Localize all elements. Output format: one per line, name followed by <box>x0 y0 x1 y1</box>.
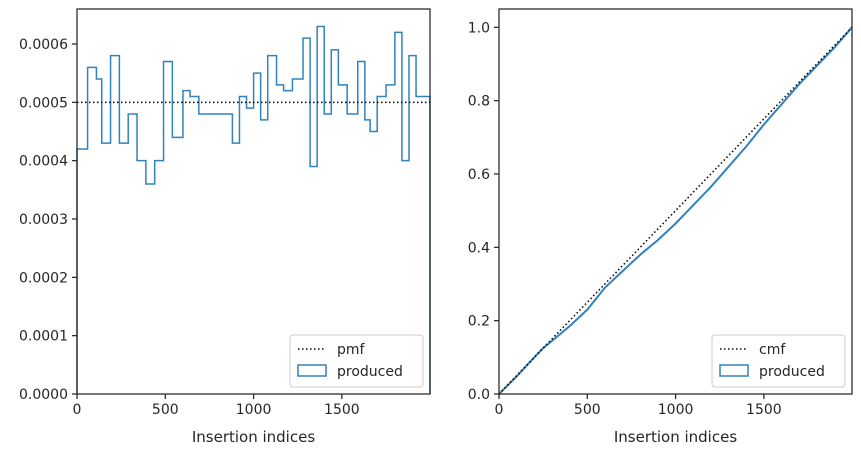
produced-cdf-legend-label: produced <box>759 364 825 380</box>
pmf-legend-box <box>289 334 424 388</box>
cmf-x-tick-label: 1000 <box>658 402 694 418</box>
cmf-ticks: 0 500 1000 1500 0.0 0.2 0.4 0.6 0.8 1.0 <box>468 20 782 418</box>
pmf-x-tick-label: 500 <box>152 402 179 418</box>
pmf-y-tick-label: 0.0001 <box>19 329 68 345</box>
cmf-y-tick-label: 0.2 <box>468 314 490 330</box>
cmf-y-tick-label: 1.0 <box>468 20 490 36</box>
produced-cdf-series <box>498 26 853 395</box>
cmf-y-tick-label: 0.0 <box>468 387 490 403</box>
cmf-legend: cmf produced <box>711 334 846 388</box>
pmf-y-tick-label: 0.0006 <box>19 37 68 53</box>
pmf-x-axis-label: Insertion indices <box>192 428 315 446</box>
pmf-y-tick-label: 0.0003 <box>19 212 68 228</box>
pmf-plot-area <box>76 25 431 394</box>
pmf-y-tick-label: 0.0002 <box>19 270 68 286</box>
cmf-legend-label: cmf <box>759 342 786 358</box>
produced-legend-swatch <box>297 364 327 377</box>
pmf-legend-label: pmf <box>337 342 366 358</box>
produced-cdf-legend-swatch <box>719 364 749 377</box>
pmf-histogram-chart: 0 500 1000 1500 0.0000 0.0001 0.0002 0.0003 0.00… <box>19 8 431 446</box>
pmf-ticks: 0 500 1000 1500 0.0000 0.0001 0.0002 0.0003 0.00… <box>19 37 360 418</box>
pmf-legend: pmf produced <box>289 334 424 388</box>
produced-legend-label: produced <box>337 364 403 380</box>
cmf-y-tick-label: 0.8 <box>468 94 490 110</box>
cmf-legend-box <box>711 334 846 388</box>
cmf-y-tick-label: 0.6 <box>468 167 490 183</box>
cmf-plot-area <box>498 26 853 395</box>
cmf-x-tick-label: 0 <box>495 402 504 418</box>
pmf-x-tick-label: 1500 <box>324 402 360 418</box>
cmf-chart: 0 500 1000 1500 0.0 0.2 0.4 0.6 0.8 1.0 Insertion… <box>468 8 853 446</box>
cmf-x-axis-label: Insertion indices <box>614 428 737 446</box>
cmf-y-tick-label: 0.4 <box>468 240 490 256</box>
pmf-x-tick-label: 0 <box>73 402 82 418</box>
cmf-x-tick-label: 500 <box>574 402 601 418</box>
pmf-x-tick-label: 1000 <box>236 402 272 418</box>
pmf-y-tick-label: 0.0005 <box>19 95 68 111</box>
produced-histogram-series <box>76 25 431 394</box>
cmf-reference-line <box>498 26 853 395</box>
cmf-x-tick-label: 1500 <box>746 402 782 418</box>
pmf-y-tick-label: 0.0004 <box>19 154 68 170</box>
pmf-y-tick-label: 0.0000 <box>19 387 68 403</box>
